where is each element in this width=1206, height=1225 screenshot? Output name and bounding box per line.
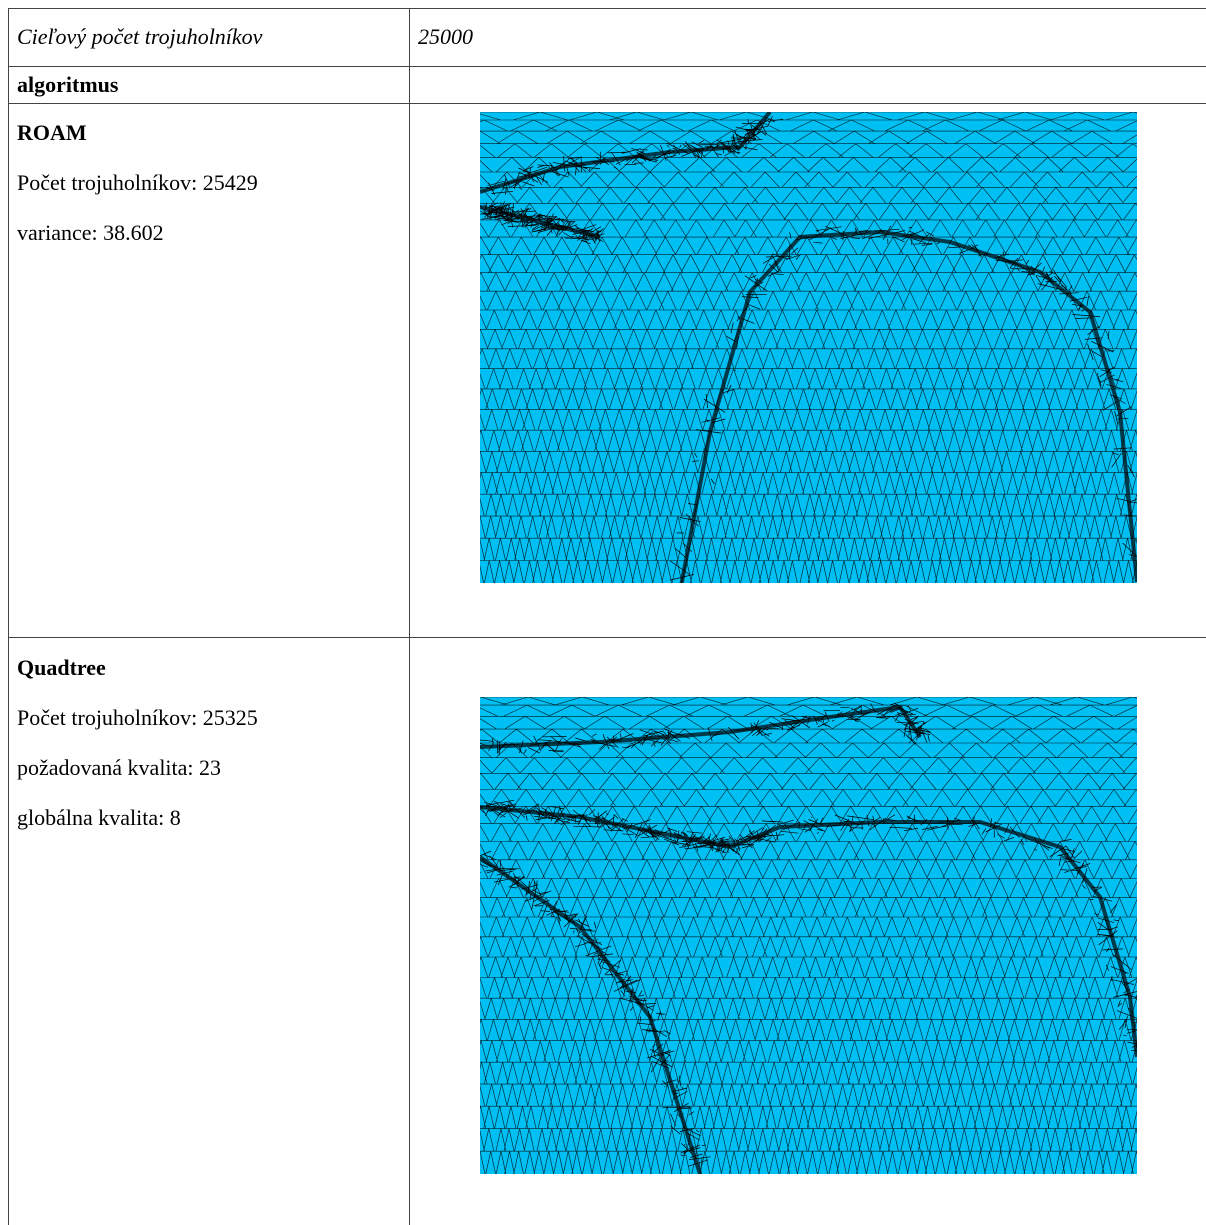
header-label: Cieľový počet trojuholníkov <box>17 24 262 50</box>
border <box>409 8 410 1225</box>
stat-line: požadovaná kvalita: 23 <box>17 755 221 781</box>
page: Cieľový počet trojuholníkov 25000 algori… <box>0 0 1206 1225</box>
terrain-render <box>480 112 1137 583</box>
stat-line: Počet trojuholníkov: 25325 <box>17 705 258 731</box>
border <box>8 66 1206 67</box>
terrain-render <box>480 697 1137 1174</box>
algorithm-name: ROAM <box>17 120 87 146</box>
stat-line: globálna kvalita: 8 <box>17 805 181 831</box>
section-label: algoritmus <box>17 72 118 98</box>
header-value: 25000 <box>418 24 473 50</box>
border <box>8 637 1206 638</box>
border <box>8 103 1206 104</box>
border <box>8 8 1206 9</box>
stat-line: Počet trojuholníkov: 25429 <box>17 170 258 196</box>
algorithm-name: Quadtree <box>17 655 106 681</box>
mesh-shape <box>480 697 1137 1174</box>
border <box>8 8 9 1225</box>
stat-line: variance: 38.602 <box>17 220 164 246</box>
